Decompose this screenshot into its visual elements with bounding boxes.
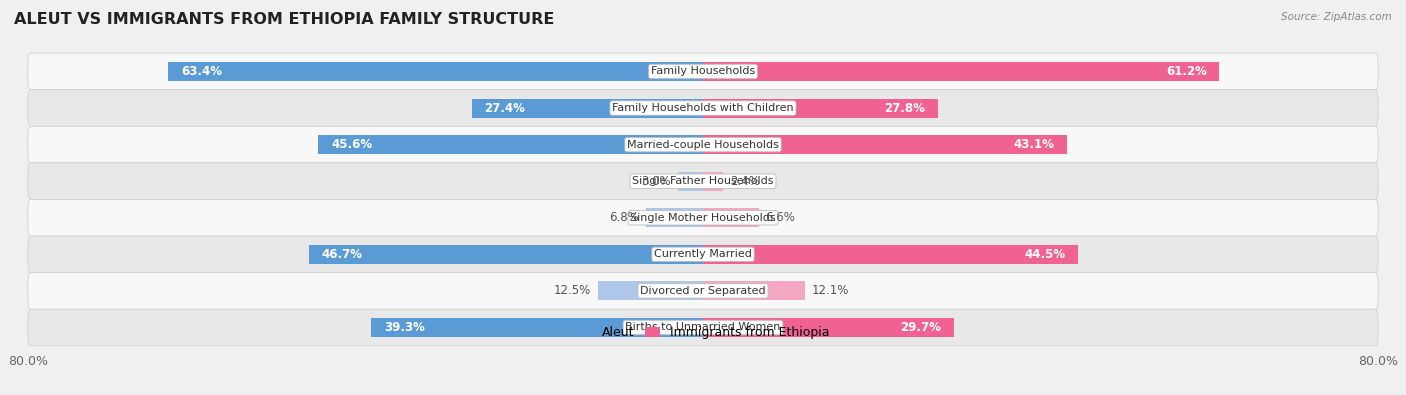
Bar xyxy=(703,98,938,118)
FancyBboxPatch shape xyxy=(28,126,1378,163)
Bar xyxy=(678,172,703,191)
Bar xyxy=(309,245,703,264)
Text: 46.7%: 46.7% xyxy=(322,248,363,261)
Text: 27.4%: 27.4% xyxy=(485,102,526,115)
Bar xyxy=(371,318,703,337)
Text: 12.5%: 12.5% xyxy=(554,284,591,297)
FancyBboxPatch shape xyxy=(28,273,1378,309)
Text: Single Father Households: Single Father Households xyxy=(633,176,773,186)
Bar xyxy=(318,135,703,154)
Text: 29.7%: 29.7% xyxy=(900,321,941,334)
Text: Single Mother Households: Single Mother Households xyxy=(630,213,776,223)
Text: Source: ZipAtlas.com: Source: ZipAtlas.com xyxy=(1281,12,1392,22)
Text: 6.6%: 6.6% xyxy=(765,211,796,224)
Text: 43.1%: 43.1% xyxy=(1014,138,1054,151)
Bar xyxy=(703,135,1067,154)
Bar xyxy=(703,245,1078,264)
Bar xyxy=(645,208,703,227)
FancyBboxPatch shape xyxy=(28,199,1378,236)
Text: 27.8%: 27.8% xyxy=(884,102,925,115)
Bar xyxy=(703,172,723,191)
Bar xyxy=(598,281,703,301)
Text: 2.4%: 2.4% xyxy=(730,175,759,188)
FancyBboxPatch shape xyxy=(28,236,1378,273)
Bar xyxy=(703,318,953,337)
FancyBboxPatch shape xyxy=(28,53,1378,90)
Text: 63.4%: 63.4% xyxy=(181,65,222,78)
Text: Births to Unmarried Women: Births to Unmarried Women xyxy=(626,322,780,333)
Bar xyxy=(169,62,703,81)
Text: 6.8%: 6.8% xyxy=(609,211,638,224)
Text: 39.3%: 39.3% xyxy=(384,321,425,334)
Text: 44.5%: 44.5% xyxy=(1025,248,1066,261)
Text: Divorced or Separated: Divorced or Separated xyxy=(640,286,766,296)
Text: Married-couple Households: Married-couple Households xyxy=(627,139,779,150)
Text: ALEUT VS IMMIGRANTS FROM ETHIOPIA FAMILY STRUCTURE: ALEUT VS IMMIGRANTS FROM ETHIOPIA FAMILY… xyxy=(14,12,554,27)
Bar xyxy=(472,98,703,118)
Bar xyxy=(703,62,1219,81)
Text: Family Households: Family Households xyxy=(651,66,755,77)
FancyBboxPatch shape xyxy=(28,309,1378,346)
FancyBboxPatch shape xyxy=(28,163,1378,199)
Text: 61.2%: 61.2% xyxy=(1166,65,1206,78)
Bar xyxy=(703,281,806,301)
Legend: Aleut, Immigrants from Ethiopia: Aleut, Immigrants from Ethiopia xyxy=(572,321,834,344)
Text: 3.0%: 3.0% xyxy=(641,175,671,188)
Text: 45.6%: 45.6% xyxy=(330,138,373,151)
Text: 12.1%: 12.1% xyxy=(811,284,849,297)
Text: Family Households with Children: Family Households with Children xyxy=(612,103,794,113)
FancyBboxPatch shape xyxy=(28,90,1378,126)
Bar xyxy=(703,208,759,227)
Text: Currently Married: Currently Married xyxy=(654,249,752,260)
